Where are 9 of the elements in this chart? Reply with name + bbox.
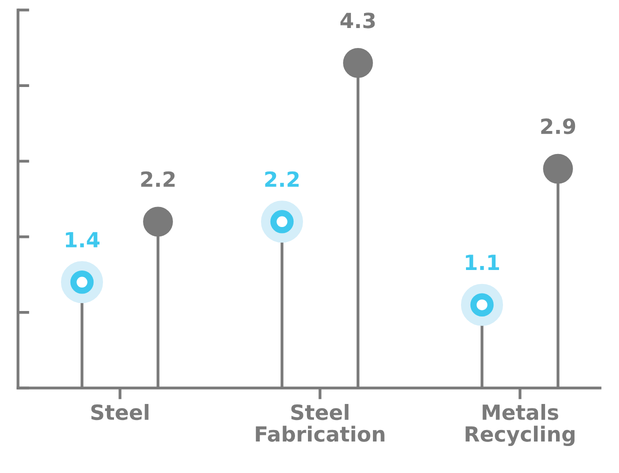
x-tick-label: Metals Recycling bbox=[466, 404, 574, 446]
data-label: 2.2 bbox=[141, 171, 175, 187]
data-label: 1.1 bbox=[466, 254, 500, 270]
data-label: 4.3 bbox=[340, 12, 375, 28]
data-label: 1.4 bbox=[66, 232, 100, 248]
data-label: 2.2 bbox=[265, 171, 299, 187]
x-tick-label: Steel bbox=[91, 404, 148, 420]
data-label: 2.9 bbox=[541, 118, 576, 134]
x-tick-label: Steel Fabrication bbox=[256, 404, 384, 442]
